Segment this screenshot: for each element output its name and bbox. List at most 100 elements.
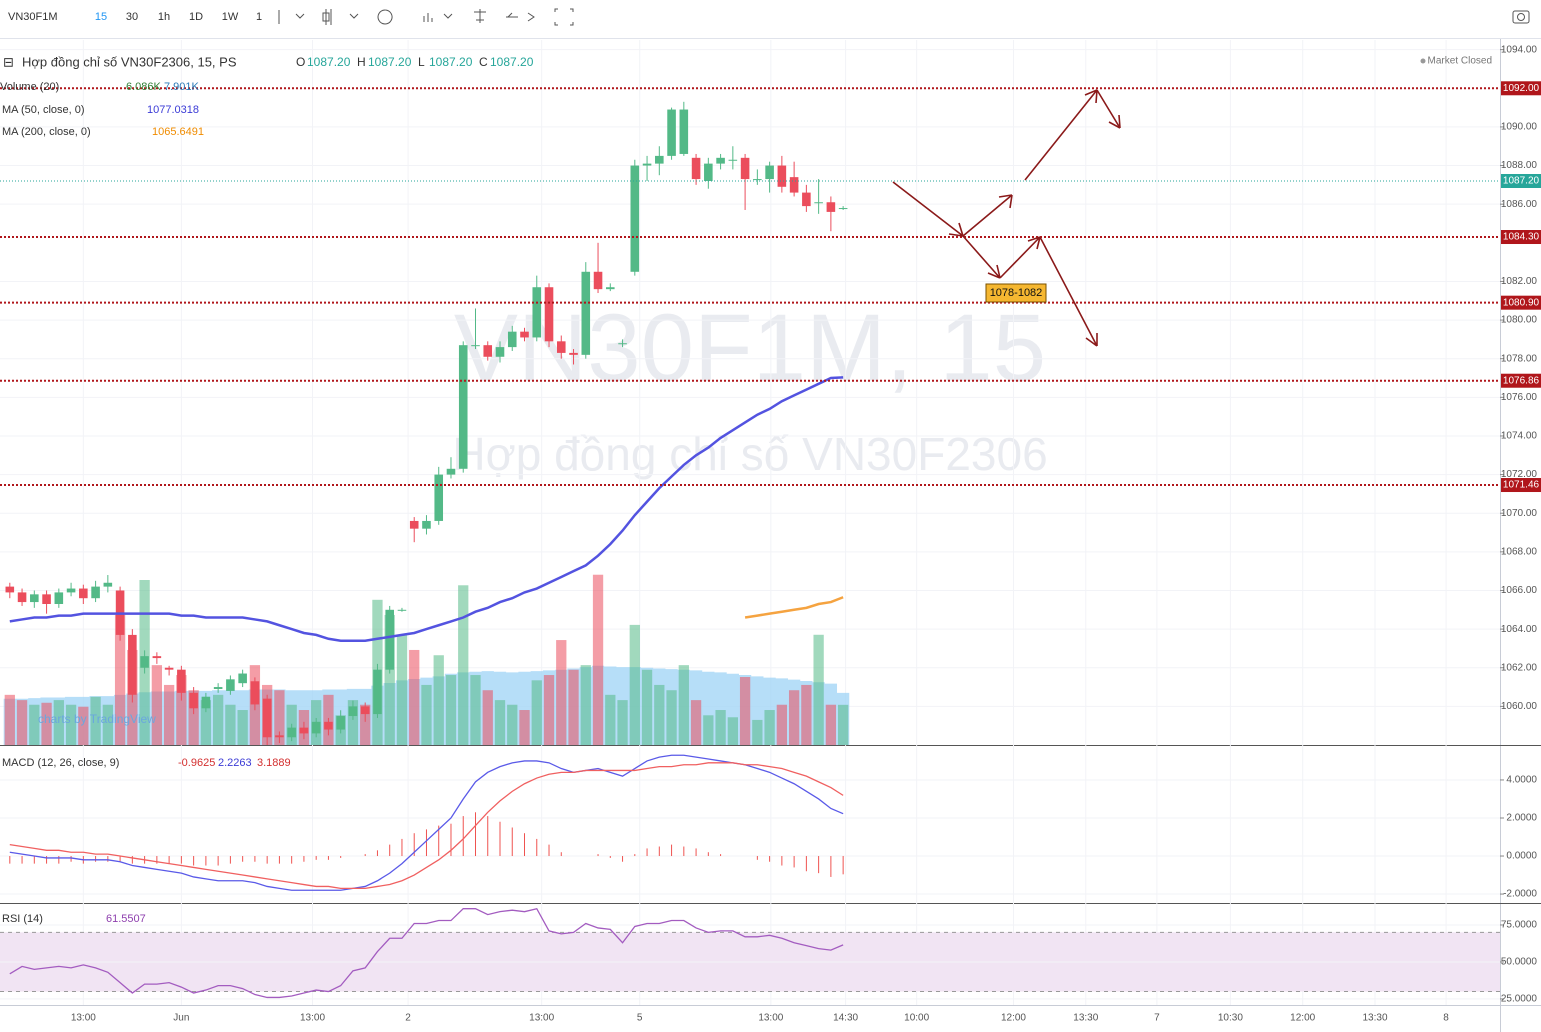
volume-bar <box>629 624 640 745</box>
volume-bar <box>617 700 628 745</box>
volume-bar <box>592 574 604 745</box>
volume-bar <box>825 704 837 745</box>
volume-bar <box>801 684 812 745</box>
candle-body <box>422 520 431 529</box>
volume-bar <box>396 634 408 745</box>
annotation-arrows <box>892 89 1121 347</box>
toolbar-icons[interactable] <box>278 8 1530 26</box>
x-tick-label: 10:00 <box>904 1013 929 1024</box>
x-tick-label: 7 <box>1154 1013 1160 1024</box>
candle-body <box>360 706 370 715</box>
moving-average <box>744 596 844 619</box>
annotation-box <box>985 283 1047 303</box>
ohlc-legend: O 1087.20 H 1087.20 L 1087.20 C 1087.20 <box>296 55 534 69</box>
candle-body <box>740 157 750 180</box>
candle-body <box>324 721 333 730</box>
candle-body <box>507 331 517 348</box>
volume-bar <box>225 704 236 745</box>
candle-body <box>128 634 137 695</box>
volume-bar <box>690 700 702 745</box>
volume-bar <box>470 675 481 745</box>
y-tick-label: 1066.00 <box>1501 585 1538 596</box>
interval[interactable]: 1D <box>189 11 203 23</box>
volume-bar <box>519 710 530 745</box>
volume-bar <box>274 690 285 745</box>
interval[interactable]: 30 <box>126 11 138 23</box>
plot: 13:00 Jun 13:00 2 13:00 5 13:00 14:30 10:00 12:00… <box>0 40 1541 1024</box>
volume-bar <box>531 680 542 745</box>
candle-body <box>495 347 505 357</box>
volume-bar <box>568 669 579 745</box>
candle-body <box>250 681 260 705</box>
volume-bar <box>90 696 101 745</box>
volume-bar <box>78 706 89 745</box>
y-tick-label: 1076.00 <box>1501 392 1538 403</box>
legend-icon[interactable]: ⊟ <box>3 54 14 69</box>
candle-body <box>189 692 198 709</box>
ma50-legend-value: 1077.0318 <box>147 104 199 116</box>
candle-body <box>226 679 235 691</box>
ohlc-value: 1087.20 <box>368 55 412 69</box>
volume-bar <box>703 715 714 745</box>
volume-bar <box>764 710 775 745</box>
candle-body <box>54 592 64 604</box>
candle-body <box>287 727 296 738</box>
ohlc-value: 1087.20 <box>429 55 473 69</box>
candle-body <box>704 163 713 181</box>
symbol[interactable]: VN30F1M <box>8 11 58 23</box>
interval[interactable]: 1h <box>158 11 170 23</box>
ohlc-key: H <box>357 55 366 69</box>
y-tick-label: 1072.00 <box>1501 469 1538 480</box>
interval[interactable]: 15 <box>95 11 107 23</box>
volume-bar <box>200 700 212 745</box>
x-tick-label: 13:00 <box>71 1013 96 1024</box>
annotation-label: 1078-1082 <box>990 287 1043 299</box>
volume-bar <box>641 669 653 745</box>
volume-bar <box>543 675 555 745</box>
volume-bar <box>580 665 591 745</box>
candle-body <box>164 667 174 670</box>
y-tick-label: 25.0000 <box>1501 994 1538 1005</box>
y-tick-label: 1060.00 <box>1501 701 1538 712</box>
x-tick-label: 2 <box>405 1013 411 1024</box>
candle-body <box>42 594 51 604</box>
volume-bar <box>384 614 395 745</box>
candle-body <box>30 594 39 603</box>
candle-body <box>544 287 554 342</box>
toolbar <box>0 0 1541 38</box>
volume-bar <box>654 684 665 745</box>
y-tick-label: 1078.00 <box>1501 353 1538 364</box>
volume-bar <box>678 665 689 745</box>
volume-bar <box>458 585 469 745</box>
candle-body <box>471 345 480 347</box>
volume-bar <box>715 710 726 745</box>
candle-body <box>606 287 615 290</box>
volume-bar <box>445 675 457 745</box>
y-tick-label: 1080.00 <box>1501 315 1538 326</box>
macd-value: 2.2263 <box>218 757 252 769</box>
level-tag <box>1501 373 1541 388</box>
volume-bar <box>237 710 248 745</box>
y-tick-label: 4.0000 <box>1506 775 1537 786</box>
macd-legend: MACD (12, 26, close, 9) <box>2 757 119 769</box>
y-tick-label: 50.0000 <box>1501 957 1538 968</box>
indicator-line <box>9 754 844 891</box>
candle-body <box>802 192 811 207</box>
candle-body <box>667 109 676 156</box>
interval[interactable]: 1W <box>222 11 239 23</box>
volume-bar <box>776 704 788 745</box>
y-tick-label: 1074.00 <box>1501 431 1538 442</box>
candle-body <box>593 271 603 290</box>
volume-bar <box>813 634 824 745</box>
candle-body <box>79 588 88 599</box>
candle-body <box>434 474 444 521</box>
y-tick-label: 2.0000 <box>1506 813 1537 824</box>
watermark-title: VN30F1M, 15 <box>454 294 1046 401</box>
x-tick-label: 13:00 <box>529 1013 554 1024</box>
interval[interactable]: 1 <box>256 11 262 23</box>
volume-bar <box>752 719 763 745</box>
candle-body <box>679 109 689 154</box>
level-tag <box>1501 230 1541 245</box>
candle-body <box>728 159 738 161</box>
volume-legend-value: 6.086K <box>126 81 162 93</box>
